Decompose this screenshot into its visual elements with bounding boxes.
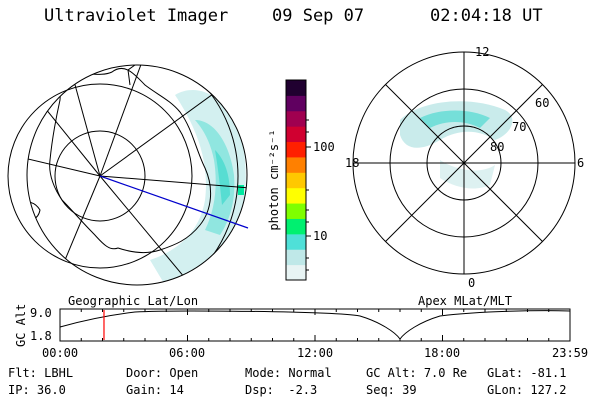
noon-meridian-line	[99, 175, 249, 229]
mlat-label-60: 60	[535, 96, 550, 110]
instrument-title: Ultraviolet Imager	[44, 6, 229, 26]
aurora-geo	[27, 65, 246, 285]
colorbar-segment	[286, 172, 306, 189]
mlt-label-18: 18	[345, 156, 360, 170]
status-flt: Flt: LBHL	[8, 366, 74, 380]
geographic-map	[7, 64, 249, 286]
colorbar-segment	[286, 203, 306, 219]
colorbar-segment	[286, 156, 306, 173]
orbit-xtick-1200: 12:00	[297, 346, 334, 360]
altitude-curve	[59, 310, 571, 340]
status-ip: IP: 36.0	[8, 383, 66, 397]
colorbar-segment	[286, 187, 306, 204]
status-door: Door: Open	[126, 366, 199, 380]
orbit-ytick-high: 9.0	[30, 306, 52, 320]
colorbar-segment	[286, 233, 306, 250]
mlt-label-12: 12	[475, 45, 490, 59]
colorbar-unit-label: photon cm⁻²s⁻¹	[267, 129, 281, 230]
status-glon: GLon: 127.2	[487, 383, 567, 397]
magnetic-map	[352, 51, 576, 275]
status-gc-alt: GC Alt: 7.0 Re	[366, 366, 468, 380]
colorbar-segment	[286, 264, 306, 281]
colorbar-segment	[286, 110, 306, 127]
colorbar-segment	[286, 218, 306, 235]
orbit-xtick-0600: 06:00	[169, 346, 206, 360]
aurora-mag	[400, 101, 513, 189]
orbit-ylabel: GC Alt	[14, 303, 28, 347]
orbit-xtick-0000: 00:00	[42, 346, 79, 360]
orbit-xtick-2359: 23:59	[552, 346, 589, 360]
magnetic-caption: Apex MLat/MLT	[418, 294, 512, 308]
colorbar-segment	[286, 95, 306, 112]
status-mode: Mode: Normal	[245, 366, 332, 380]
orbit-ytick-low: 1.8	[30, 329, 52, 343]
status-dsp: Dsp: -2.3	[245, 383, 318, 397]
orbit-plot	[59, 308, 571, 342]
colorbar-segment	[286, 80, 306, 96]
mlt-label-6: 6	[577, 156, 585, 170]
colorbar-segment	[286, 126, 306, 143]
status-glat: GLat: -81.1	[487, 366, 567, 380]
colorbar-tick-10: 10	[313, 229, 328, 243]
colorbar: photon cm⁻²s⁻¹	[267, 79, 311, 281]
colorbar-segment	[286, 141, 306, 158]
mlt-label-0: 0	[468, 276, 476, 290]
colorbar-tick-100: 100	[313, 140, 335, 154]
mlat-label-80: 80	[490, 140, 505, 154]
orbit-xtick-1800: 18:00	[424, 346, 461, 360]
mlat-label-70: 70	[512, 120, 527, 134]
colorbar-segment	[286, 249, 306, 266]
geographic-caption: Geographic Lat/Lon	[68, 294, 199, 308]
observation-date: 09 Sep 07	[272, 6, 365, 26]
status-gain: Gain: 14	[126, 383, 184, 397]
status-seq: Seq: 39	[366, 383, 417, 397]
observation-time: 02:04:18 UT	[430, 6, 543, 26]
